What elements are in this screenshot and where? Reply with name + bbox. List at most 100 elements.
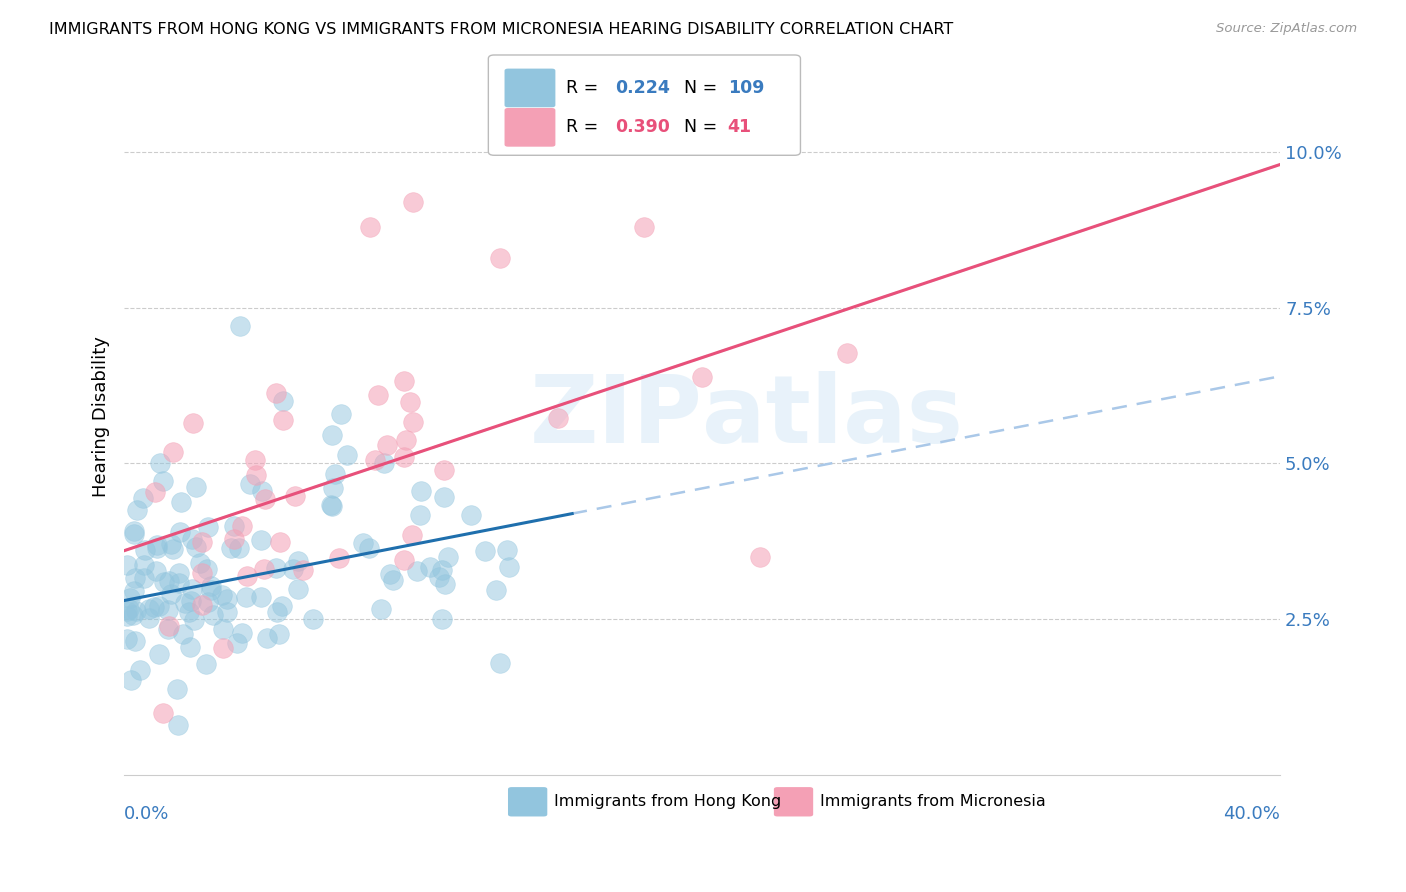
Point [183,613,205,627]
Point [173,596,195,610]
Point [172,627,194,641]
FancyBboxPatch shape [508,787,547,816]
Point [115,604,138,618]
Text: 0.0%: 0.0% [124,805,170,823]
Point [474,544,496,558]
Point [169,566,191,580]
Point [149,456,172,470]
Point [181,533,204,547]
Point [250,533,273,547]
Point [201,608,224,623]
Point [143,599,166,614]
Point [152,706,174,720]
Point [301,611,323,625]
Point [157,574,180,588]
Point [124,571,146,585]
Point [115,609,138,624]
Point [169,495,191,509]
Point [394,374,416,388]
Point [437,549,460,564]
Point [239,476,262,491]
Point [266,606,288,620]
Point [690,370,713,384]
Point [430,612,453,626]
Point [200,582,222,597]
Point [120,591,142,605]
Text: 0.390: 0.390 [616,119,671,136]
Point [254,491,277,506]
Point [427,570,450,584]
Point [180,594,202,608]
Point [271,599,294,614]
Point [252,483,274,498]
Point [115,558,138,572]
Point [392,552,415,566]
Point [235,590,257,604]
Point [190,556,212,570]
Point [166,718,188,732]
Point [212,640,235,655]
Point [381,573,404,587]
Point [215,605,238,619]
Point [264,561,287,575]
Point [160,586,183,600]
Point [162,542,184,557]
Point [359,219,381,234]
Point [249,590,271,604]
Point [211,588,233,602]
Point [224,532,246,546]
Point [264,385,287,400]
Text: N =: N = [673,119,723,136]
Point [131,491,153,505]
Point [181,417,204,431]
Point [146,538,169,552]
Point [434,576,457,591]
FancyBboxPatch shape [505,69,555,107]
Point [401,528,423,542]
Point [395,434,418,448]
Point [375,438,398,452]
Text: 109: 109 [728,79,763,97]
Text: R =: R = [565,119,603,136]
Point [352,536,374,550]
Point [125,503,148,517]
Point [253,562,276,576]
Point [287,554,309,568]
Point [177,605,200,619]
Point [419,560,441,574]
Point [152,474,174,488]
Point [409,508,432,522]
Point [485,582,508,597]
Point [228,541,250,556]
Point [231,518,253,533]
Point [132,558,155,572]
Point [224,518,246,533]
Point [132,571,155,585]
Point [146,541,169,555]
Text: R =: R = [565,79,603,97]
Point [122,583,145,598]
Text: Source: ZipAtlas.com: Source: ZipAtlas.com [1216,22,1357,36]
Point [166,681,188,696]
Point [319,498,342,512]
Point [160,536,183,550]
Text: 40.0%: 40.0% [1223,805,1281,823]
Point [169,575,191,590]
Text: atlas: atlas [702,371,963,463]
Point [122,527,145,541]
Point [148,599,170,614]
FancyBboxPatch shape [505,108,555,146]
Point [460,508,482,522]
Point [138,602,160,616]
Point [197,595,219,609]
Point [197,520,219,534]
Point [156,603,179,617]
Point [226,636,249,650]
Point [392,450,415,465]
Point [256,631,278,645]
FancyBboxPatch shape [488,55,800,155]
Point [121,607,143,622]
Point [120,673,142,687]
Point [145,485,167,500]
Point [152,575,174,590]
